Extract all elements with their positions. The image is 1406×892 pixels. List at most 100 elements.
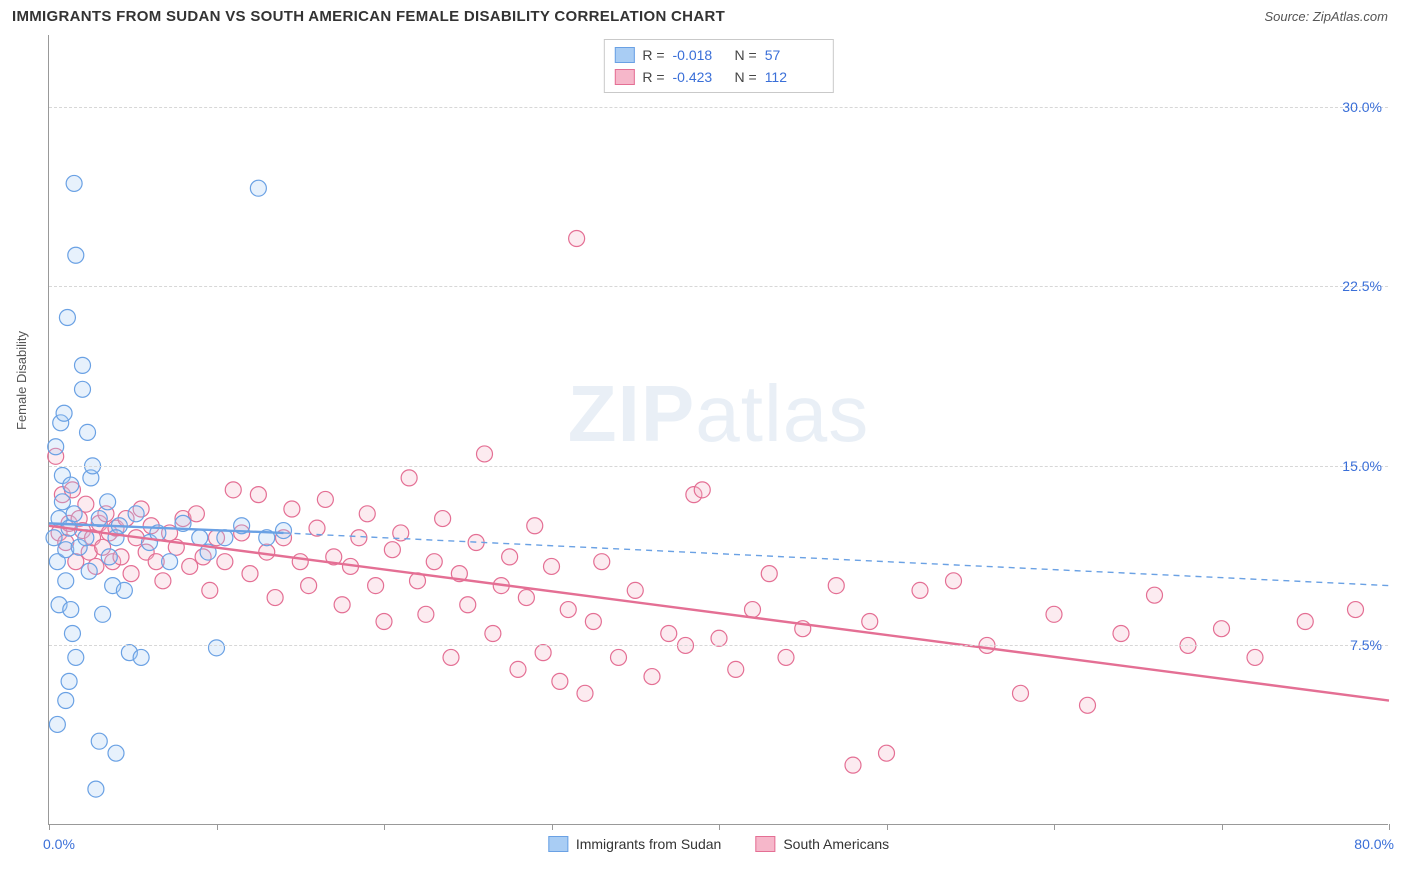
correlation-stats-box: R = -0.018 N = 57 R = -0.423 N = 112 bbox=[603, 39, 833, 93]
gridline bbox=[49, 645, 1388, 646]
chart-title: IMMIGRANTS FROM SUDAN VS SOUTH AMERICAN … bbox=[12, 8, 725, 25]
data-point bbox=[368, 578, 384, 594]
data-point bbox=[594, 554, 610, 570]
data-point bbox=[460, 597, 476, 613]
x-tick bbox=[719, 824, 720, 830]
data-point bbox=[1297, 614, 1313, 630]
x-max-label: 80.0% bbox=[1354, 836, 1394, 852]
data-point bbox=[101, 549, 117, 565]
data-point bbox=[745, 602, 761, 618]
y-tick-label: 30.0% bbox=[1342, 99, 1382, 115]
x-tick bbox=[384, 824, 385, 830]
data-point bbox=[61, 673, 77, 689]
source-attribution: Source: ZipAtlas.com bbox=[1264, 9, 1388, 24]
legend: Immigrants from Sudan South Americans bbox=[548, 836, 889, 852]
data-point bbox=[946, 573, 962, 589]
data-point bbox=[95, 606, 111, 622]
data-point bbox=[535, 645, 551, 661]
data-point bbox=[912, 582, 928, 598]
legend-item-south-american: South Americans bbox=[755, 836, 889, 852]
data-point bbox=[661, 625, 677, 641]
data-point bbox=[585, 614, 601, 630]
data-point bbox=[68, 649, 84, 665]
data-point bbox=[81, 563, 97, 579]
data-point bbox=[845, 757, 861, 773]
legend-label-sudan: Immigrants from Sudan bbox=[576, 836, 722, 852]
data-point bbox=[250, 180, 266, 196]
data-point bbox=[108, 530, 124, 546]
x-tick bbox=[1054, 824, 1055, 830]
data-point bbox=[242, 566, 258, 582]
data-point bbox=[88, 781, 104, 797]
data-point bbox=[64, 625, 80, 641]
x-tick bbox=[1389, 824, 1390, 830]
data-point bbox=[1214, 621, 1230, 637]
scatter-svg bbox=[49, 35, 1388, 824]
data-point bbox=[1113, 625, 1129, 641]
data-point bbox=[217, 554, 233, 570]
data-point bbox=[879, 745, 895, 761]
y-tick-label: 22.5% bbox=[1342, 278, 1382, 294]
data-point bbox=[518, 590, 534, 606]
data-point bbox=[359, 506, 375, 522]
data-point bbox=[527, 518, 543, 534]
data-point bbox=[91, 733, 107, 749]
data-point bbox=[569, 230, 585, 246]
data-point bbox=[351, 530, 367, 546]
data-point bbox=[123, 566, 139, 582]
data-point bbox=[711, 630, 727, 646]
data-point bbox=[162, 554, 178, 570]
data-point bbox=[58, 573, 74, 589]
data-point bbox=[58, 693, 74, 709]
x-tick bbox=[887, 824, 888, 830]
data-point bbox=[1046, 606, 1062, 622]
data-point bbox=[63, 602, 79, 618]
data-point bbox=[49, 716, 65, 732]
data-point bbox=[577, 685, 593, 701]
data-point bbox=[217, 530, 233, 546]
data-point bbox=[552, 673, 568, 689]
data-point bbox=[418, 606, 434, 622]
legend-swatch-south-american bbox=[755, 836, 775, 852]
data-point bbox=[477, 446, 493, 462]
gridline bbox=[49, 466, 1388, 467]
data-point bbox=[128, 506, 144, 522]
data-point bbox=[778, 649, 794, 665]
data-point bbox=[644, 669, 660, 685]
data-point bbox=[46, 530, 62, 546]
y-tick-label: 7.5% bbox=[1350, 637, 1382, 653]
data-point bbox=[66, 175, 82, 191]
data-point bbox=[54, 494, 70, 510]
data-point bbox=[1348, 602, 1364, 618]
legend-swatch-sudan bbox=[548, 836, 568, 852]
data-point bbox=[1013, 685, 1029, 701]
data-point bbox=[728, 661, 744, 677]
data-point bbox=[485, 625, 501, 641]
data-point bbox=[426, 554, 442, 570]
data-point bbox=[182, 558, 198, 574]
data-point bbox=[862, 614, 878, 630]
data-point bbox=[225, 482, 241, 498]
trendline bbox=[49, 526, 1389, 701]
data-point bbox=[443, 649, 459, 665]
data-point bbox=[63, 477, 79, 493]
data-point bbox=[100, 494, 116, 510]
data-point bbox=[267, 590, 283, 606]
data-point bbox=[259, 544, 275, 560]
data-point bbox=[250, 487, 266, 503]
data-point bbox=[133, 649, 149, 665]
data-point bbox=[502, 549, 518, 565]
legend-label-south-american: South Americans bbox=[783, 836, 889, 852]
x-tick bbox=[1222, 824, 1223, 830]
swatch-south-american bbox=[614, 69, 634, 85]
data-point bbox=[292, 554, 308, 570]
data-point bbox=[192, 530, 208, 546]
data-point bbox=[560, 602, 576, 618]
data-point bbox=[188, 506, 204, 522]
x-tick bbox=[217, 824, 218, 830]
data-point bbox=[66, 506, 82, 522]
data-point bbox=[108, 745, 124, 761]
data-point bbox=[334, 597, 350, 613]
gridline bbox=[49, 286, 1388, 287]
data-point bbox=[48, 439, 64, 455]
